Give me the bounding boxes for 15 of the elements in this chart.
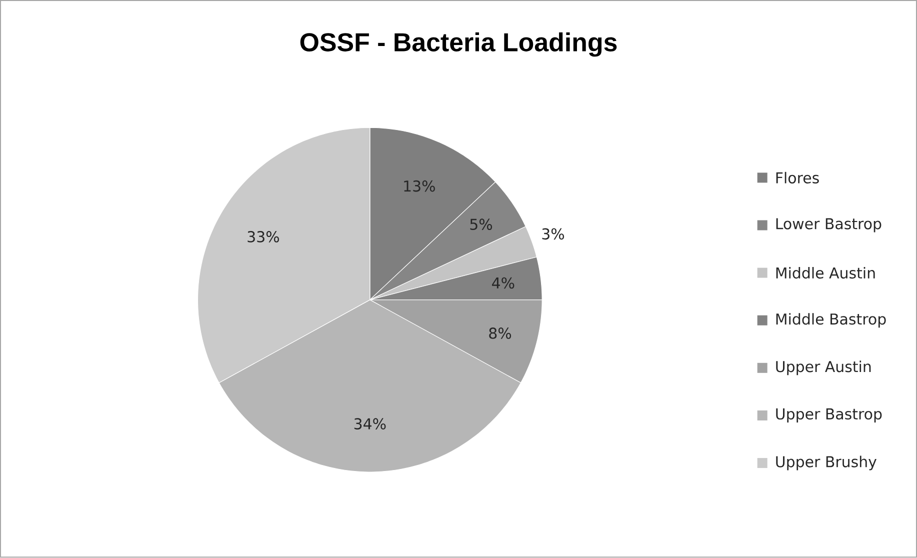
data-label: 34%	[354, 418, 386, 430]
data-label: 33%	[248, 231, 279, 243]
data-label: 5%	[470, 218, 492, 230]
data-label: 13%	[404, 180, 435, 192]
data-label: 4%	[492, 278, 514, 289]
chart-title: OSSF - Bacteria Loadings	[300, 32, 617, 57]
legend-label: Lower Bastrop	[776, 218, 882, 232]
legend-label: Middle Bastrop	[776, 313, 886, 328]
legend-label: Middle Austin	[776, 267, 875, 279]
legend-label: Upper Austin	[776, 360, 871, 376]
legend-label: Flores	[776, 172, 819, 184]
legend-label: Upper Bastrop	[776, 408, 882, 423]
data-label: 3%	[542, 228, 564, 240]
legend-label: Upper Brushy	[776, 456, 876, 470]
data-label: 8%	[489, 328, 512, 340]
